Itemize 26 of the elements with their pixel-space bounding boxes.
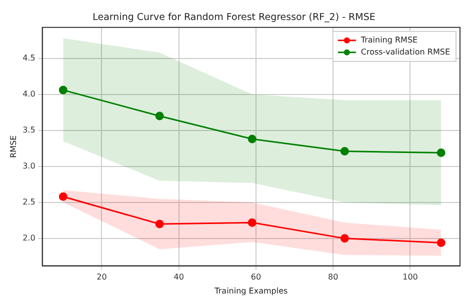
y-tick-label: 2.0 xyxy=(22,234,36,243)
y-axis-title: RMSE xyxy=(8,135,18,158)
x-tick-label: 100 xyxy=(402,272,418,282)
point xyxy=(58,86,68,94)
legend-label: Training RMSE xyxy=(360,35,418,44)
x-tick-label: 60 xyxy=(250,272,262,282)
chart-title: Learning Curve for Random Forest Regressor (RF_2) - RMSE xyxy=(92,12,376,24)
point xyxy=(58,192,68,201)
point xyxy=(155,112,164,120)
y-tick-label: 3.0 xyxy=(22,161,36,170)
point xyxy=(340,147,349,156)
x-tick-label: 80 xyxy=(328,272,338,282)
x-axis-title: Training Examples xyxy=(214,286,288,296)
legend-label: Cross-validation RMSE xyxy=(360,47,450,56)
y-tick-label: 4.5 xyxy=(22,53,36,62)
point xyxy=(248,218,256,227)
point xyxy=(155,220,164,228)
x-tick-label: 40 xyxy=(174,272,184,282)
y-tick-label: 2.5 xyxy=(22,197,36,206)
point xyxy=(436,148,446,157)
x-tick-label: 20 xyxy=(96,272,107,282)
y-tick-label: 3.5 xyxy=(22,125,36,134)
point xyxy=(340,234,349,243)
point xyxy=(436,238,446,248)
y-tick-label: 4.0 xyxy=(22,89,36,98)
point xyxy=(248,134,256,144)
